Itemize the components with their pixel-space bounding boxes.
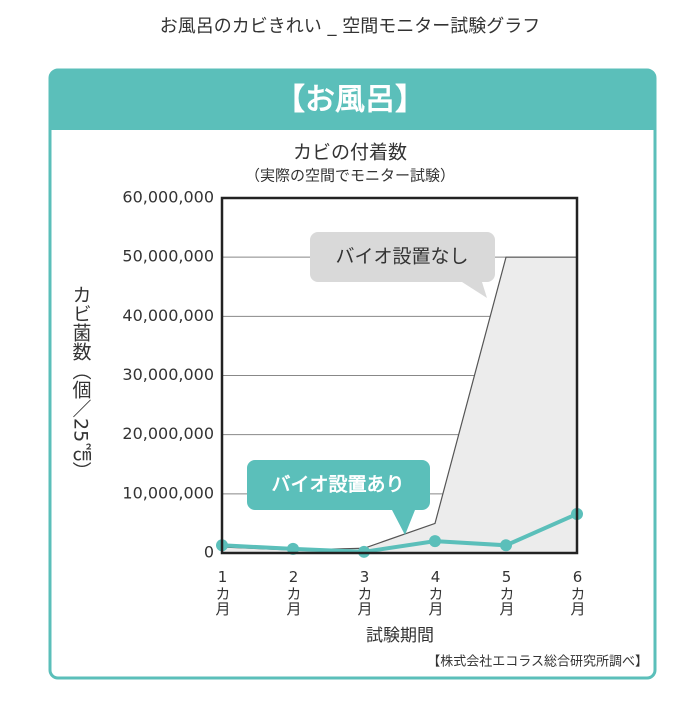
- x-axis-label: 試験期間: [366, 626, 434, 646]
- x-tick-label: 3カ月: [356, 568, 374, 617]
- y-axis-label: カビ菌数（個／25㎠）: [70, 285, 92, 480]
- plot-frame: [220, 196, 579, 555]
- chart-subtitle: （実際の空間でモニター試験）: [245, 167, 455, 185]
- legend-callout: [310, 232, 495, 298]
- legend-callout: [247, 460, 430, 535]
- legend-label: バイオ設置あり: [271, 474, 404, 496]
- x-tick-label: 2カ月: [285, 568, 303, 617]
- y-tick-label: 40,000,000: [122, 306, 214, 325]
- y-tick-label: 60,000,000: [122, 188, 214, 207]
- y-tick-label: 0: [204, 543, 214, 562]
- x-tick-label: 6カ月: [569, 568, 587, 617]
- legend-label: バイオ設置なし: [335, 246, 468, 268]
- source: 【株式会社エコラス総合研究所調べ】: [427, 654, 648, 670]
- point: [429, 535, 441, 548]
- page-title: お風呂のカビきれい _ 空間モニター試験グラフ: [160, 16, 540, 37]
- line: [221, 512, 578, 554]
- area: [222, 257, 577, 553]
- x-tick-label: 5カ月: [498, 568, 516, 617]
- point: [500, 539, 512, 552]
- y-tick-label: 50,000,000: [122, 247, 214, 266]
- y-tick-label: 20,000,000: [122, 424, 214, 443]
- header-title: 【お風呂】: [275, 83, 425, 118]
- chart-title: カビの付着数: [293, 142, 407, 164]
- x-tick-label: 4カ月: [427, 568, 445, 617]
- y-tick-label: 10,000,000: [122, 483, 214, 502]
- y-tick-label: 30,000,000: [122, 365, 214, 384]
- x-tick-label: 1カ月: [214, 568, 232, 617]
- card-header: [50, 70, 655, 130]
